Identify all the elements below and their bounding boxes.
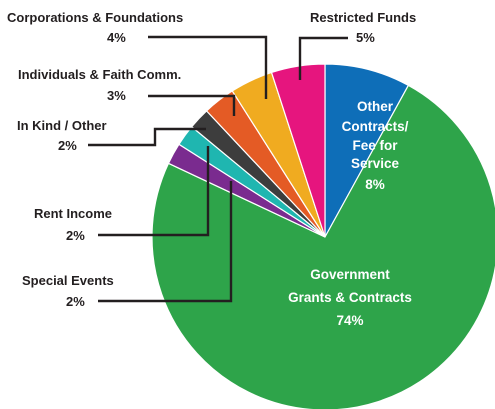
leader-line-restricted [298, 36, 348, 80]
leader-line-rent [98, 146, 210, 237]
label-other-line4: Service [351, 156, 400, 171]
label-other-line3: Fee for [352, 138, 398, 153]
pie-slices [151, 63, 495, 409]
label-special: Special Events [22, 273, 114, 288]
pct-inkind: 2% [58, 138, 77, 153]
label-government-line2: Grants & Contracts [288, 290, 412, 305]
pct-individuals: 3% [107, 88, 126, 103]
label-individuals: Individuals & Faith Comm. [18, 67, 181, 82]
leader-line-inkind [88, 127, 206, 147]
pct-rent: 2% [66, 228, 85, 243]
pct-other: 8% [365, 177, 385, 192]
pct-corporations: 4% [107, 30, 126, 45]
outside-labels: Corporations & Foundations 4% Restricted… [7, 10, 416, 309]
label-other-line2: Contracts/ [342, 119, 409, 134]
label-government-line1: Government [310, 267, 390, 282]
pct-restricted: 5% [356, 30, 375, 45]
leader-line-corporations [148, 35, 268, 99]
label-corporations: Corporations & Foundations [7, 10, 183, 25]
pie-slice-restricted-funds [270, 63, 326, 238]
label-restricted: Restricted Funds [310, 10, 416, 25]
label-inkind: In Kind / Other [17, 118, 107, 133]
inside-labels: Other Contracts/ Fee for Service 8% Gove… [288, 99, 412, 328]
leader-line-individuals [148, 94, 236, 116]
label-other-line1: Other [357, 99, 394, 114]
leader-line-special [98, 181, 233, 303]
pie-slice-government-grants-contracts [151, 84, 495, 409]
pct-special: 2% [66, 294, 85, 309]
leader-lines [88, 35, 348, 303]
label-rent: Rent Income [34, 206, 112, 221]
pct-government: 74% [336, 313, 363, 328]
